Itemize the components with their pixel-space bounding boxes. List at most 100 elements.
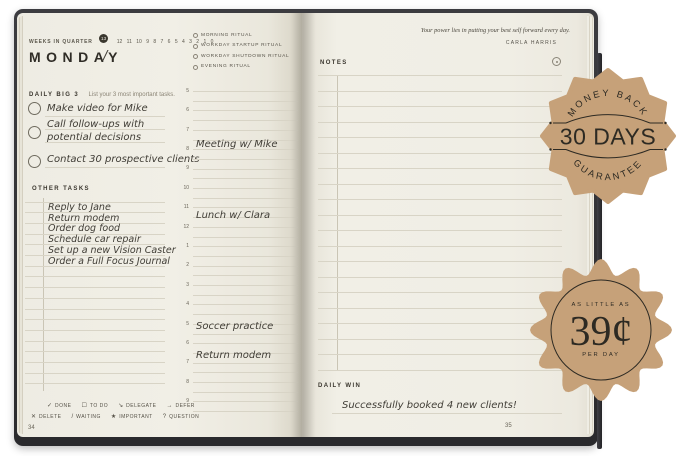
week-number: 9 [146,39,149,45]
schedule-hour: 5 [186,87,189,94]
schedule-hour: 4 [186,301,189,308]
schedule-hour: 7 [186,126,189,133]
notes-rule [318,183,562,185]
notes-rule [318,121,562,123]
notes-rule [318,323,562,324]
other-tasks-rule [25,244,165,246]
other-task-entry: Set up a new Vision Caster [48,244,176,256]
ritual-label: MORNING RITUAL [201,32,253,38]
big3-task-circle [28,155,41,168]
daily-win-entry: Successfully booked 4 new clients! [342,400,517,411]
week-numbers: 12 11 10 9 8 7 6 5 4 3 2 1 0 [115,30,216,47]
schedule-rule [193,391,298,393]
big3-task-circle [28,102,41,115]
legend-item: ? QUESTION [163,414,199,420]
schedule-hour: 10 [183,184,189,191]
other-task-entry: Schedule car repair [48,234,141,246]
legend-label: DELETE [39,413,62,420]
schedule-hour: 2 [186,262,189,269]
other-tasks-rule [25,287,165,289]
week-number: 8 [153,39,157,45]
ritual-label: WORKDAY SHUTDOWN RITUAL [201,53,290,59]
other-tasks-rule [25,233,165,235]
week-number: 0 [210,39,214,45]
daily-big3-hint: List your 3 most important tasks. [88,92,175,98]
price-badge-bottom-text: PER DAY [582,352,620,358]
schedule-rule [193,246,298,248]
ritual-label: EVENING RITUAL [201,64,251,70]
book-spine-shadow [290,13,316,437]
big3-task-circle [28,126,41,139]
legend-row: ✕ DELETE / WAITING ★ IMPORTANT? QUESTION [31,413,199,421]
notes-rule [318,292,562,293]
week-number: 11 [126,39,132,45]
ritual-circle [193,54,198,60]
elastic-band [597,53,602,449]
legend-label: DELEGATE [126,402,157,409]
schedule-rule [193,323,298,325]
schedule-hour: 7 [186,359,189,366]
other-tasks-rule [25,201,165,203]
legend-symbol: ✕ [31,414,37,420]
daily-quote: Your power lies in putting your best sel… [420,27,570,34]
other-task-entry: Return modem [48,212,120,224]
week-number: 7 [160,39,164,45]
price-badge-top-text: AS LITTLE AS [572,302,631,308]
legend-symbol: → [166,402,173,409]
legend-symbol: ? [162,413,167,420]
date-slash: / [103,49,108,64]
schedule-hour: 11 [183,204,189,211]
legend-item: ★ IMPORTANT [111,413,153,421]
schedule-rule [193,91,298,92]
quote-author: CARLA HARRIS [505,40,557,46]
schedule-rule [193,411,298,413]
page-number-left: 34 [28,425,35,431]
legend-label: QUESTION [169,413,200,420]
notes-rule [318,199,562,200]
schedule-rule [193,188,298,189]
schedule-hour: 3 [186,281,189,288]
schedule-rule [193,110,298,112]
schedule-rule [193,382,298,383]
legend-label: DEFER [175,402,195,409]
schedule-rule [193,139,298,141]
schedule-hour: 12 [183,223,189,230]
big3-task-line [45,167,165,168]
daily-big3-label: DAILY BIG 3 [29,92,80,98]
schedule-hour: 1 [186,243,189,249]
schedule-rule [193,265,298,267]
schedule-hour: 9 [186,165,189,172]
schedule-rule [193,197,298,199]
other-tasks-rule [25,276,165,278]
legend-label: IMPORTANT [119,413,153,420]
legend-item: ✕ DELETE [31,413,62,421]
big3-task-line [45,142,165,143]
schedule-rule [193,372,298,374]
notes-rule [318,354,562,355]
schedule-rule [193,207,298,209]
price-per-day-badge: AS LITTLE AS 39¢ PER DAY [530,259,672,401]
schedule-rule [193,352,298,354]
schedule-rule [193,149,298,151]
other-tasks-rule [25,351,165,353]
left-page: WEEKS IN QUARTER 13 12 11 10 9 8 7 6 5 4 3 2 1 0 MON… [17,13,302,437]
other-tasks-rule [25,372,165,374]
legend-row: ✓ DONE ☐ TO DO ↘ DELEGATE → DEFER [47,402,195,410]
legend-item: ✓ DONE [47,402,71,410]
big3-task-text: potential decisions [47,132,142,143]
badge-inner-circle [550,279,652,381]
schedule-rule [193,100,298,102]
week-number: 5 [174,39,178,45]
notes-rule [318,152,562,154]
notes-rule [318,369,562,371]
schedule-rule [193,217,298,219]
schedule-rule [193,120,298,122]
notes-rule [318,106,562,107]
schedule-rule [193,362,298,364]
daily-win-label: DAILY WIN [318,383,362,389]
ritual-circle [193,64,198,70]
schedule-entry: Soccer practice [196,320,274,332]
week-number: 4 [181,39,185,45]
other-tasks-rule [25,362,165,363]
